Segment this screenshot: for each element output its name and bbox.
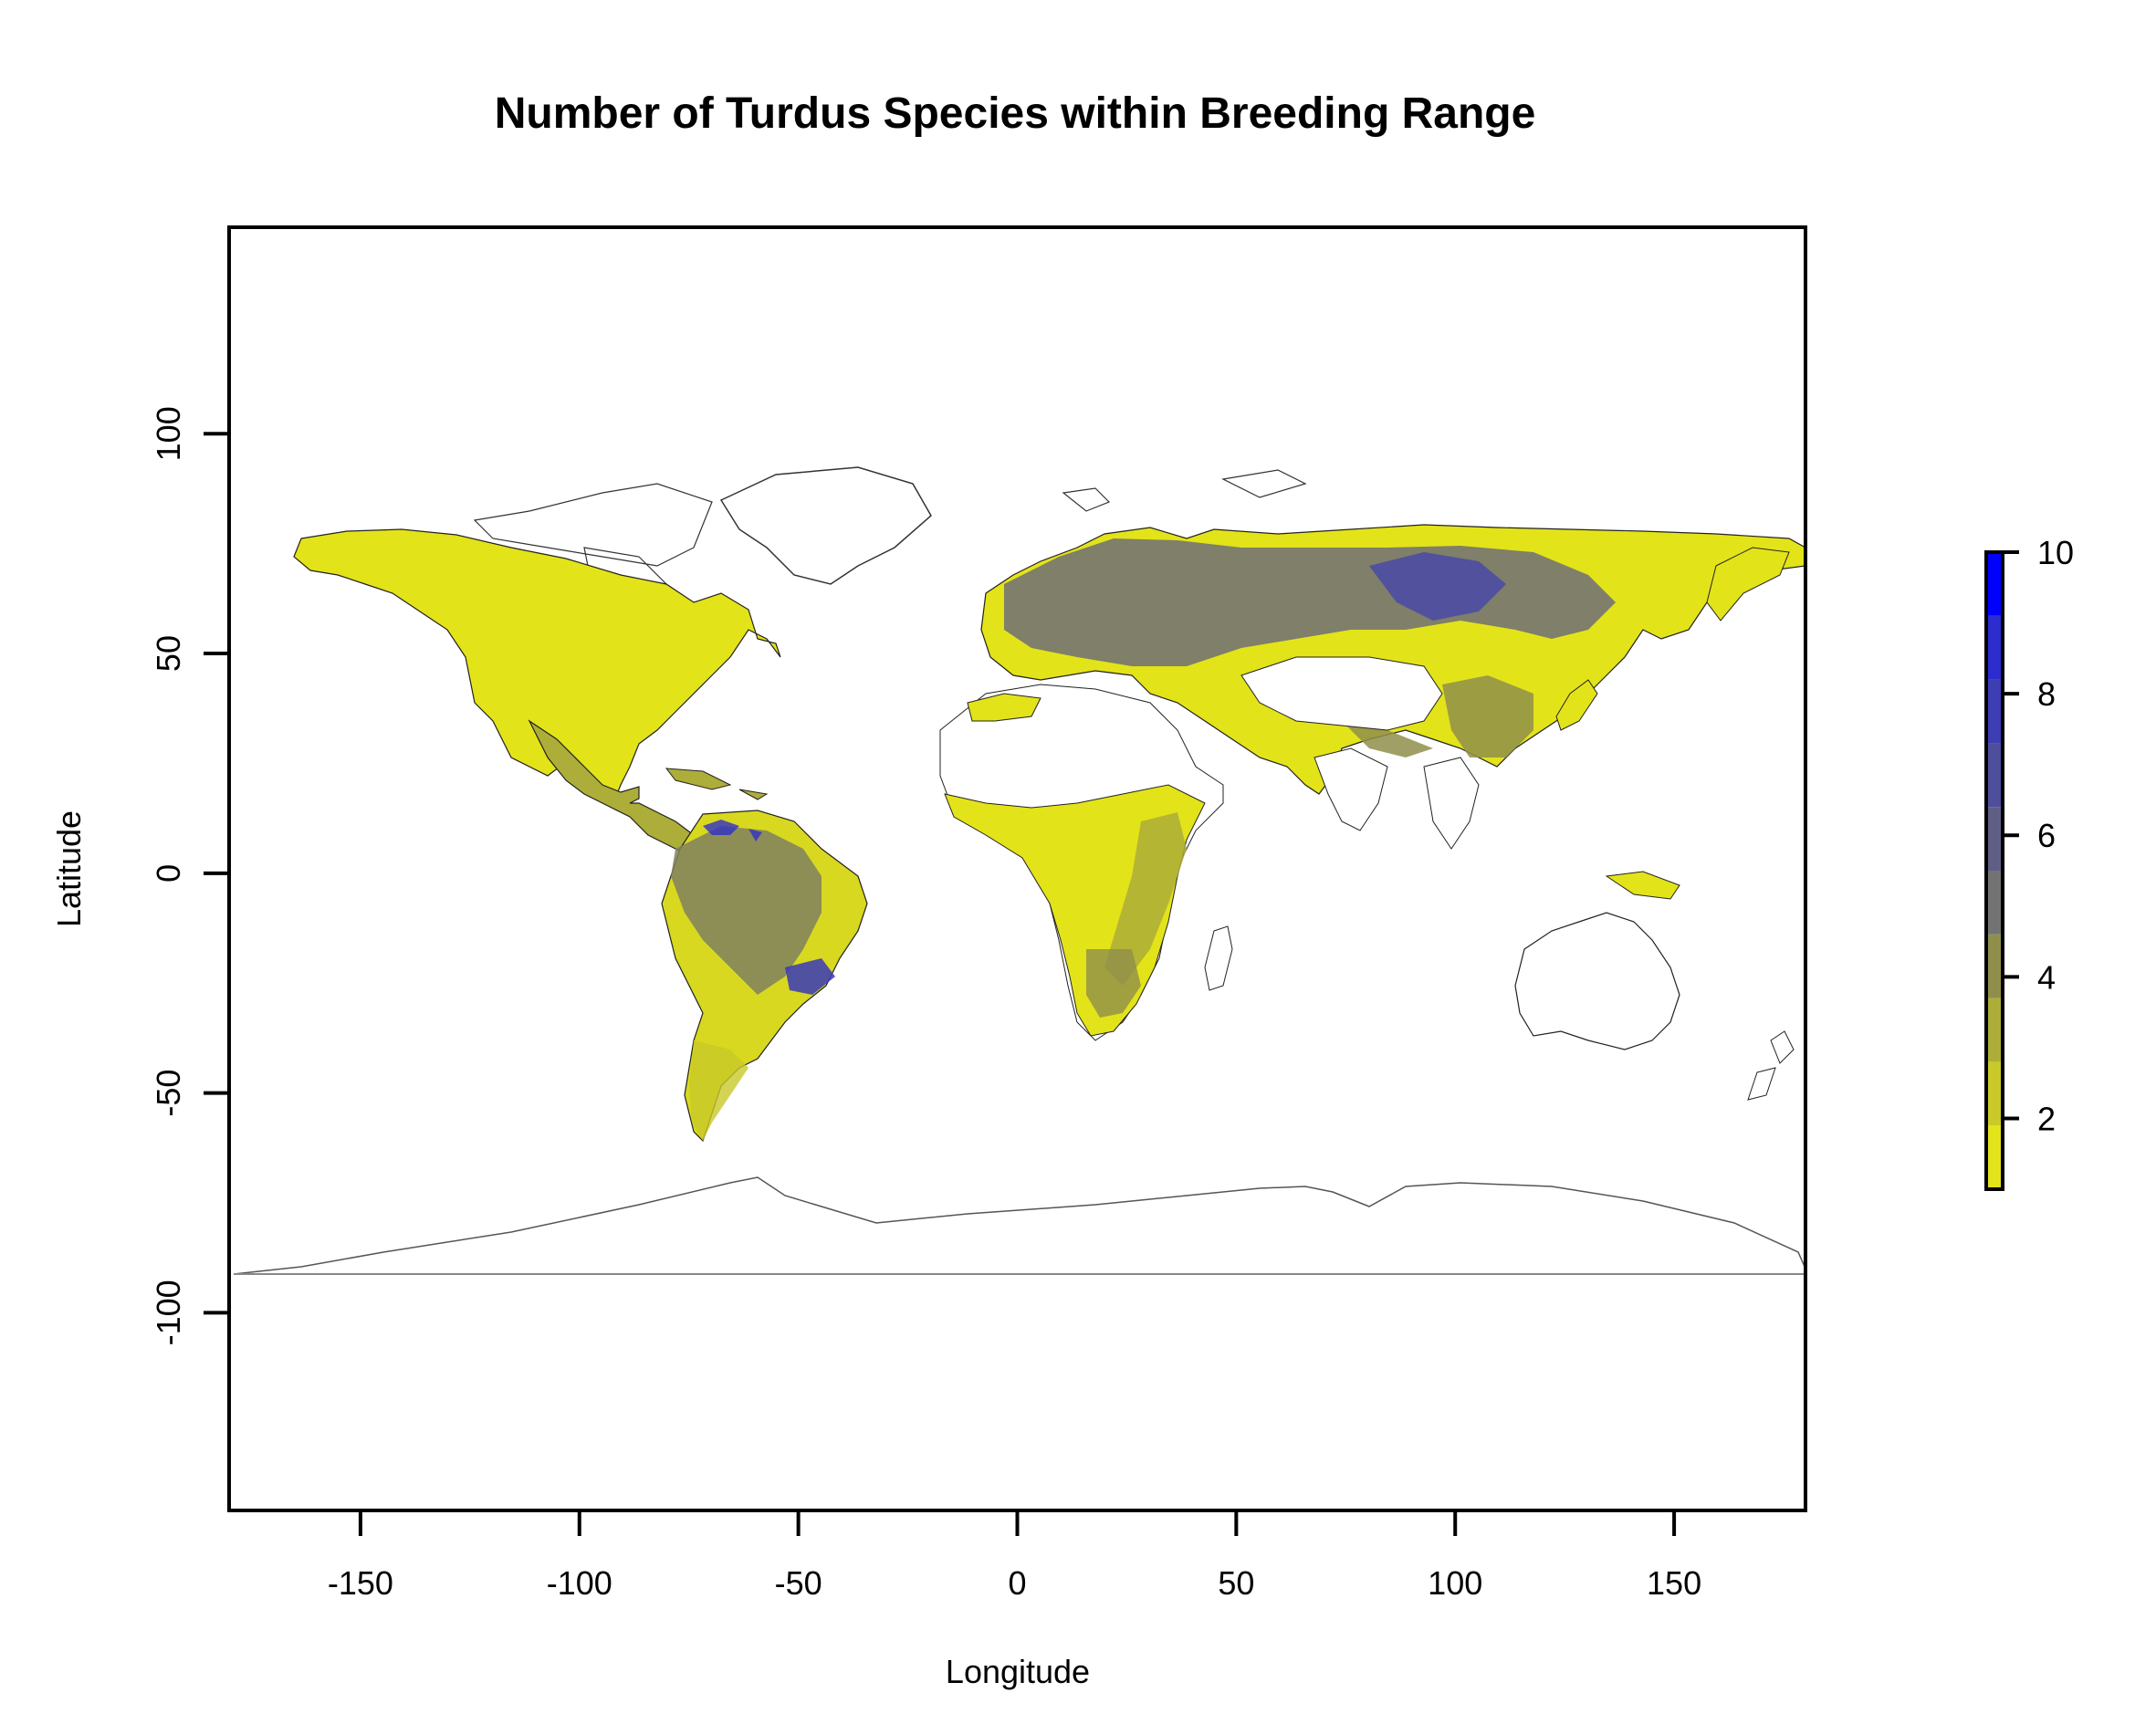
asia-unfilled-interior <box>1240 656 1443 731</box>
venezuela-peak-richness <box>703 820 762 841</box>
y-axis-label: Latitude <box>50 810 88 927</box>
x-tick-label: 150 <box>1647 1564 1701 1602</box>
australia-outline <box>1514 912 1680 1050</box>
east-africa-mid-richness <box>1104 812 1187 986</box>
mediterranean-range <box>967 693 1041 722</box>
color-legend: 2 4 6 8 10 <box>1984 534 2074 1191</box>
world-map-layer <box>233 466 1806 1275</box>
caribbean-range <box>665 768 769 800</box>
madagascar-outline <box>1204 925 1233 991</box>
north-america-range <box>293 528 781 805</box>
legend-tick-label: 4 <box>2037 958 2056 996</box>
x-tick-label: 100 <box>1428 1564 1482 1602</box>
legend-color-step <box>1986 615 2003 680</box>
legend-tick-label: 6 <box>2037 817 2056 854</box>
southern-cone-range <box>689 1040 748 1141</box>
x-tick-label: -100 <box>547 1564 612 1602</box>
china-mid-richness <box>1442 675 1533 758</box>
legend-color-step <box>1986 807 2003 871</box>
legend-color-step <box>1986 934 2003 998</box>
southern-africa-mid-richness <box>1086 949 1141 1018</box>
y-tick-label: 50 <box>150 635 187 672</box>
legend-color-step <box>1986 871 2003 935</box>
legend-tick-label: 10 <box>2037 534 2074 571</box>
himalaya-range <box>1342 721 1433 758</box>
new-zealand-outline <box>1747 1030 1795 1101</box>
x-tick-label: 50 <box>1218 1564 1254 1602</box>
y-axis: 100 50 0 -50 -100 <box>150 406 229 1345</box>
legend-color-step <box>1986 743 2003 808</box>
y-tick-label: -100 <box>150 1280 187 1345</box>
kamchatka-range <box>1706 547 1790 622</box>
se-brazil-peak-richness <box>785 958 835 995</box>
new-guinea-range <box>1605 871 1680 900</box>
x-tick-label: 0 <box>1008 1564 1026 1602</box>
x-axis-label: Longitude <box>946 1653 1090 1690</box>
central-america-range <box>528 719 713 863</box>
se-asia-outline <box>1423 757 1480 850</box>
y-tick-label: 100 <box>150 406 187 461</box>
x-tick-label: -150 <box>328 1564 393 1602</box>
central-siberia-peak-richness <box>1369 552 1506 621</box>
antarctica-outline <box>233 1176 1806 1275</box>
legend-tick-label: 2 <box>2037 1100 2056 1137</box>
india-outline <box>1313 747 1388 831</box>
x-tick-label: -50 <box>775 1564 822 1602</box>
chart-title: Number of Turdus Species within Breeding… <box>495 89 1536 138</box>
y-tick-label: 0 <box>150 864 187 883</box>
legend-color-step <box>1986 998 2003 1062</box>
legend-tick-label: 8 <box>2037 675 2056 713</box>
legend-color-step <box>1986 552 2003 616</box>
svalbard-outline <box>1062 469 1307 512</box>
japan-range <box>1555 679 1598 731</box>
plot-area <box>229 227 1805 1510</box>
legend-color-step <box>1986 1125 2003 1189</box>
y-tick-label: -50 <box>150 1070 187 1117</box>
legend-color-step <box>1986 1061 2003 1126</box>
amazon-high-richness <box>671 826 822 995</box>
legend-color-step <box>1986 679 2003 744</box>
legend-bar-frame <box>1984 550 2004 1191</box>
greenland-outline <box>719 466 932 585</box>
x-axis: -150 -100 -50 0 50 100 150 <box>328 1510 1701 1602</box>
